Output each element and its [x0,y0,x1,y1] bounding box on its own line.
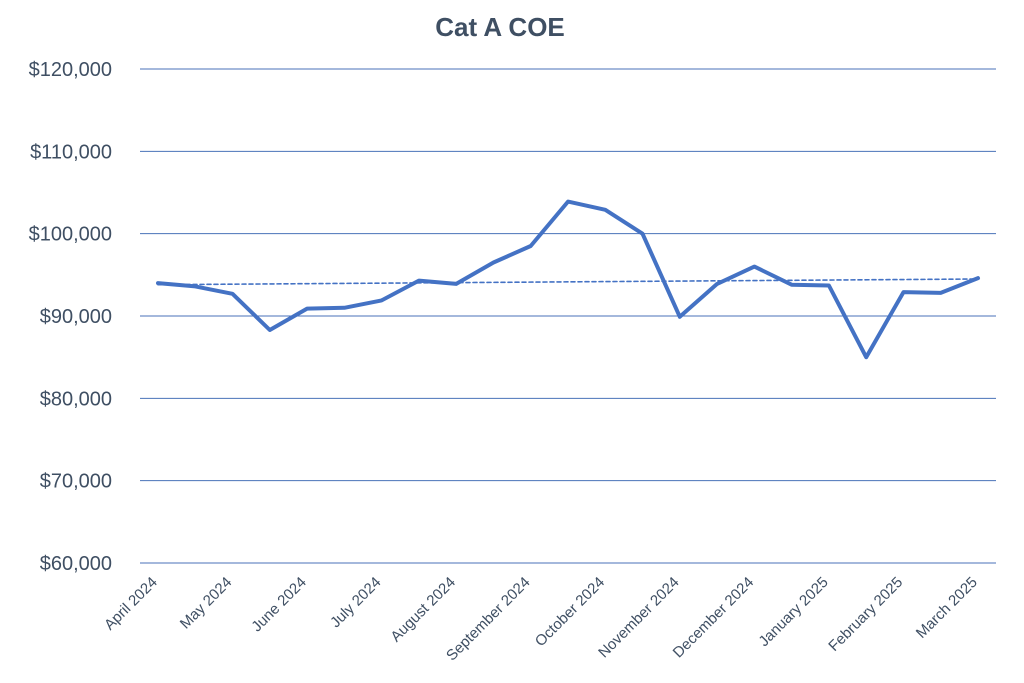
x-tick-label: January 2025 [755,574,831,650]
series-layer [156,199,980,360]
chart-title: Cat A COE [435,12,565,42]
trendline [157,278,979,286]
x-tick-label: August 2024 [387,574,459,646]
y-tick-label: $110,000 [30,141,112,163]
y-tick-label: $90,000 [40,306,112,328]
y-tick-label: $70,000 [40,471,112,493]
series-line [156,199,980,360]
y-tick-label: $100,000 [29,224,112,246]
x-tick-label: December 2024 [670,574,757,661]
y-tick-label: $120,000 [29,59,112,81]
x-tick-label: February 2025 [825,574,906,655]
x-tick-label: May 2024 [177,574,236,633]
y-tick-label: $80,000 [40,388,112,410]
y-axis-ticks: $60,000 $70,000 $80,000 $90,000 $100,000 $110… [29,59,112,575]
y-tick-label: $60,000 [40,553,112,575]
x-tick-label: October 2024 [532,574,608,650]
gridlines [140,68,996,564]
x-tick-label: March 2025 [913,574,981,642]
x-tick-label: April 2024 [101,574,161,634]
x-tick-label: July 2024 [327,574,384,631]
x-axis-ticks: April 2024 May 2024 June 2024 July 2024 Augu… [101,574,981,664]
x-tick-label: June 2024 [248,574,310,636]
